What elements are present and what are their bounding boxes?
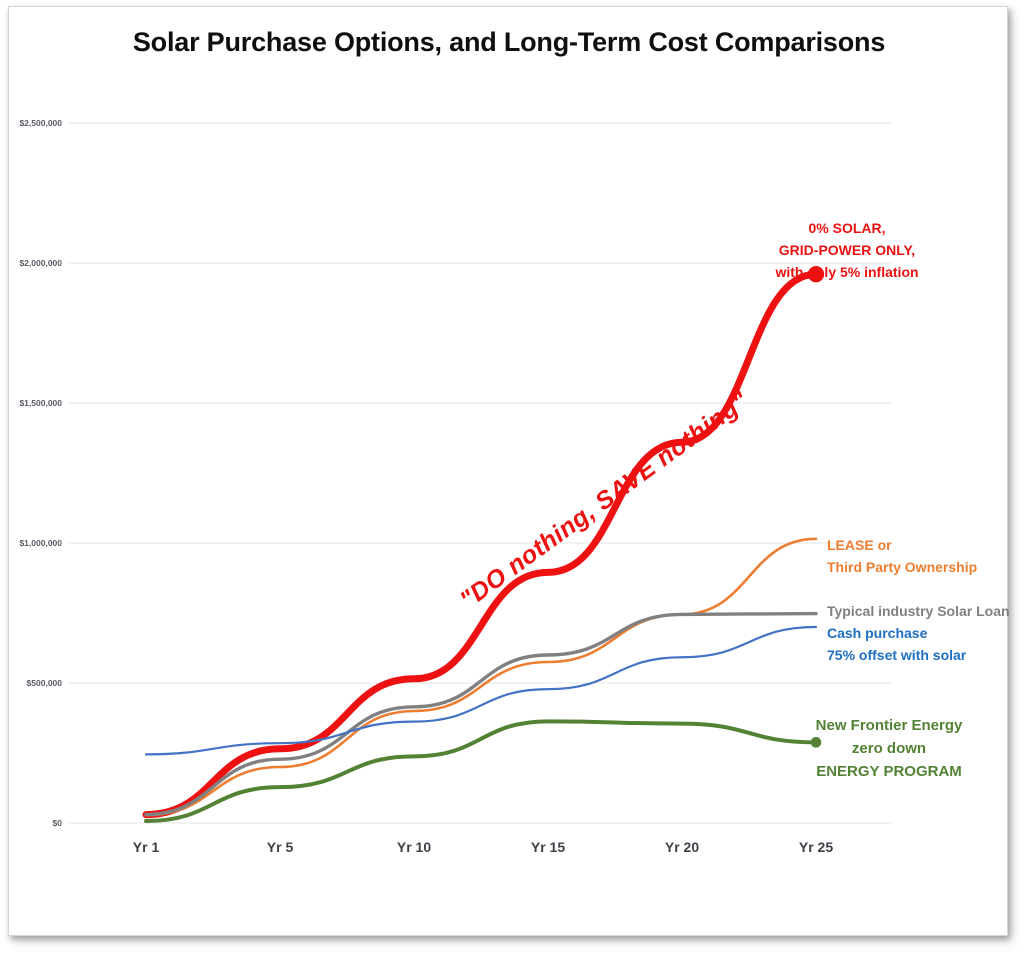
series-lines (142, 270, 820, 824)
x-axis-tick-label: Yr 20 (665, 839, 699, 855)
annotation-line: Cash purchase (827, 625, 928, 641)
x-axis-tick-label: Yr 1 (133, 839, 160, 855)
annotation-line: New Frontier Energy (816, 717, 963, 734)
y-axis-tick-label: $2,500,000 (19, 118, 62, 128)
y-axis-tick-label: $500,000 (27, 678, 63, 688)
series-end-marker (810, 737, 822, 748)
annotation-line: zero down (852, 740, 926, 757)
series-line (144, 537, 818, 817)
series-line (144, 719, 818, 824)
annotation-line: "DO nothing, SAVE nothing" (455, 386, 754, 614)
line-chart: $0 $500,000 $1,000,000 $1,500,000 $2,000,000… (19, 118, 1009, 855)
y-axis-tick-labels: $0 $500,000 $1,000,000 $1,500,000 $2,000,000… (19, 118, 62, 828)
annotation-line: ENERGY PROGRAM (816, 763, 962, 780)
series-line (142, 270, 820, 819)
annotation-line: GRID-POWER ONLY, (779, 242, 915, 258)
x-axis-tick-label: Yr 15 (531, 839, 565, 855)
annotation-line: LEASE or (827, 537, 892, 553)
y-axis-tick-label: $1,000,000 (19, 538, 62, 548)
series-end-marker (807, 266, 825, 283)
y-axis-tick-label: $2,000,000 (19, 258, 62, 268)
annotation-line: Third Party Ownership (827, 559, 977, 575)
y-axis-tick-label: $0 (53, 818, 63, 828)
series-line (144, 625, 818, 756)
do-nothing-annotation: "DO nothing, SAVE nothing" (455, 386, 754, 614)
page-title: Solar Purchase Options, and Long-Term Co… (132, 27, 886, 57)
cash-purchase-annotation: Cash purchase 75% offset with solar (827, 625, 967, 663)
annotation-line: with only 5% inflation (774, 264, 918, 280)
annotation-line: 75% offset with solar (827, 647, 967, 663)
series-end-markers (807, 266, 825, 748)
x-axis-tick-label: Yr 10 (397, 839, 431, 855)
x-axis-tick-label: Yr 25 (799, 839, 833, 855)
grid-power-annotation: 0% SOLAR, GRID-POWER ONLY, with only 5% in… (774, 220, 918, 280)
series-line (144, 611, 818, 817)
annotation-line: Typical industry Solar Loan (827, 603, 1009, 619)
y-axis-tick-label: $1,500,000 (19, 398, 62, 408)
chart-frame: Solar Purchase Options, and Long-Term Co… (8, 6, 1009, 936)
gridlines (69, 122, 891, 824)
lease-annotation: LEASE or Third Party Ownership (827, 537, 977, 575)
x-axis-tick-labels: Yr 1 Yr 5 Yr 10 Yr 15 Yr 20 Yr 25 (133, 839, 834, 855)
annotation-line: 0% SOLAR, (808, 220, 885, 236)
solar-loan-annotation: Typical industry Solar Loan (827, 603, 1009, 619)
chart-annotations: 0% SOLAR, GRID-POWER ONLY, with only 5% in… (455, 220, 1009, 780)
x-axis-tick-label: Yr 5 (267, 839, 294, 855)
new-frontier-annotation: New Frontier Energy zero down ENERGY PROGR… (816, 717, 963, 780)
